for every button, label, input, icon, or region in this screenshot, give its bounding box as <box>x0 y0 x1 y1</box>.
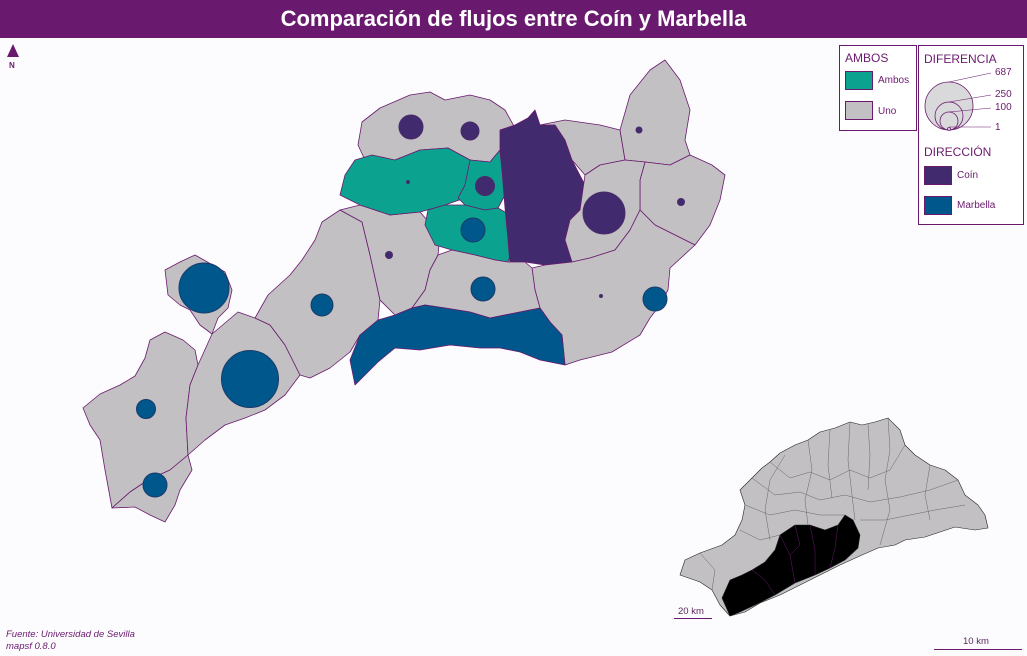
inset-boundary <box>804 439 813 526</box>
inset-boundary <box>860 504 966 521</box>
main-scale-label: 10 km <box>963 636 989 647</box>
source-line-2: mapsf 0.8.0 <box>6 641 56 652</box>
legend-ambos: AMBOS Ambos Uno <box>839 45 917 131</box>
inset-study-boundary <box>751 569 776 596</box>
flow-symbol <box>475 176 495 196</box>
legend-swatch-marbella <box>924 196 952 215</box>
inset-study-boundary <box>789 524 801 556</box>
source-line-1: Fuente: Universidad de Sevilla <box>6 629 135 640</box>
flow-symbol <box>470 276 496 302</box>
main-scale-bar <box>934 649 1022 650</box>
inset-scale-bar <box>674 618 712 619</box>
inset-study-area <box>721 514 861 617</box>
north-label: N <box>9 61 15 70</box>
legend-circles <box>924 72 992 131</box>
inset-boundary <box>751 477 959 503</box>
legend-value-100: 100 <box>995 102 1012 113</box>
flow-symbol <box>398 114 424 140</box>
flow-symbol <box>406 180 410 184</box>
legend-direccion-title: DIRECCIÓN <box>924 145 992 159</box>
legend-value-250: 250 <box>995 89 1012 100</box>
inset-boundary <box>924 464 931 521</box>
north-arrow-icon <box>7 44 19 57</box>
inset-boundary <box>744 504 845 516</box>
legend-label-ambos: Ambos <box>878 75 910 86</box>
flow-symbol <box>582 191 626 235</box>
inset-scale-label: 20 km <box>678 606 704 617</box>
inset-boundary <box>827 429 833 499</box>
municipality-northeast-b <box>619 59 691 166</box>
flow-symbol <box>642 286 668 312</box>
flow-symbol <box>310 293 334 317</box>
legend-ambos-title: AMBOS <box>845 51 889 65</box>
flow-symbol <box>635 126 643 134</box>
map-title: Comparación de flujos entre Coín y Marbe… <box>0 0 1027 38</box>
flow-symbol <box>136 399 156 419</box>
inset-boundary <box>847 421 856 521</box>
flow-symbol <box>460 217 486 243</box>
inset-map <box>679 417 989 617</box>
inset-province <box>679 417 989 617</box>
inset-study-boundary <box>829 524 839 569</box>
flow-symbol <box>460 121 480 141</box>
legend-label-marbella: Marbella <box>957 200 996 211</box>
flow-symbol <box>221 350 279 408</box>
legend-diferencia-direccion: DIFERENCIA 687 250 100 1 DIRECCIÓN Coín … <box>918 45 1024 225</box>
legend-circle-1 <box>947 127 951 131</box>
legend-label-uno: Uno <box>878 106 897 117</box>
inset-study-boundary <box>809 524 816 575</box>
legend-value-687: 687 <box>995 67 1012 78</box>
flow-symbol <box>142 472 168 498</box>
inset-boundary <box>867 423 871 491</box>
legend-label-coin: Coín <box>957 170 979 181</box>
legend-swatch-ambos <box>845 71 873 90</box>
inset-boundary <box>764 454 786 541</box>
inset-boundary <box>879 417 891 546</box>
legend-diferencia-title: DIFERENCIA <box>924 52 997 66</box>
legend-swatch-uno <box>845 101 873 120</box>
legend-value-1: 1 <box>995 122 1001 133</box>
flow-symbol <box>385 251 393 259</box>
municipality-marbella <box>349 304 566 386</box>
flow-symbol <box>599 294 603 298</box>
inset-boundary <box>699 552 716 591</box>
inset-boundary <box>739 529 781 541</box>
flow-symbol <box>178 262 230 314</box>
flow-symbol <box>677 198 685 206</box>
legend-swatch-coin <box>924 166 952 185</box>
